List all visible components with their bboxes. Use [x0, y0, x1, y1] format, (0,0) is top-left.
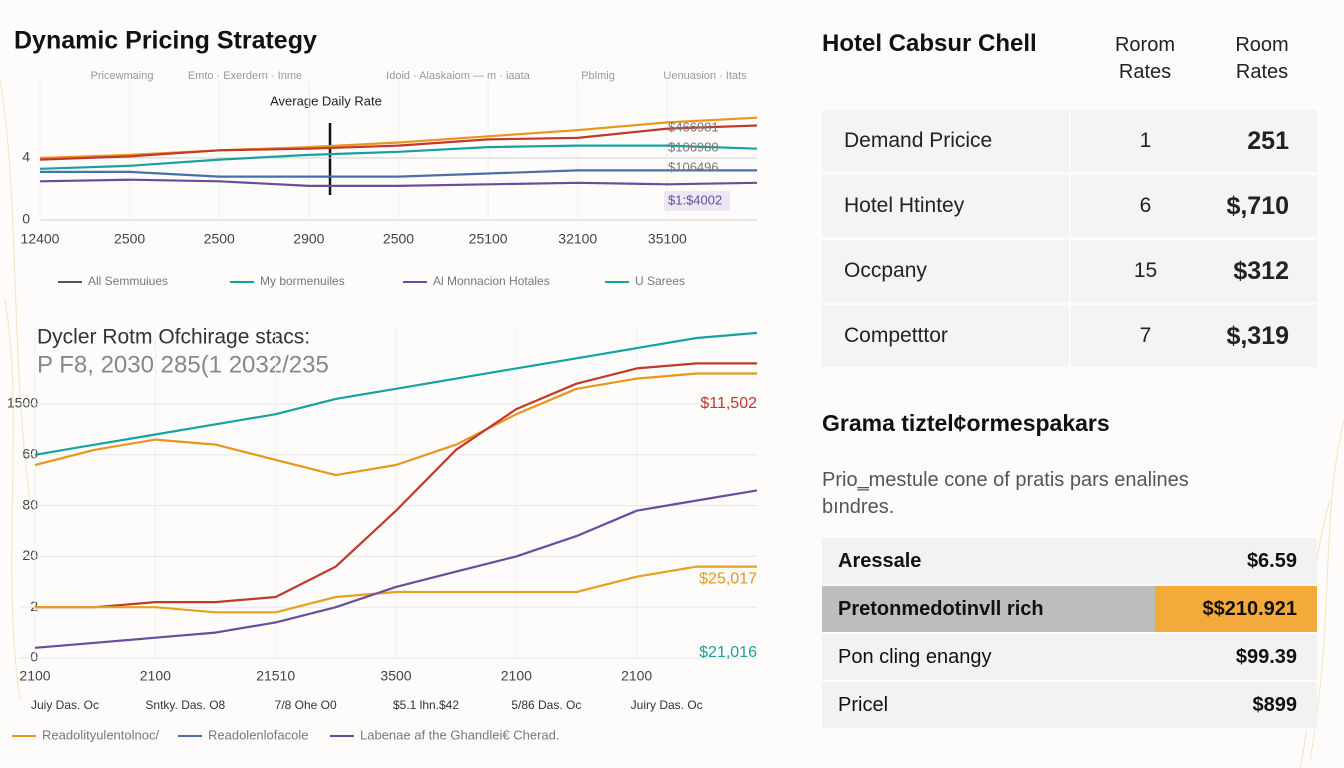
table-cell: $,319: [1220, 303, 1317, 370]
table-cell: Pon cling enangy: [822, 633, 1155, 682]
y-tick-label: 0: [30, 649, 38, 665]
x-tick-label: 3500: [380, 668, 411, 684]
x-tick-label: 2100: [501, 668, 532, 684]
x-tick-label: 2100: [621, 668, 652, 684]
chart-title: Dycler Rotm Ofchirage stacs:: [37, 326, 310, 349]
table-cell: Pretonmedotinvll rich: [822, 585, 1155, 634]
section-text: Prio‗mestule cone of pratis pars enaline…: [822, 469, 1189, 518]
series-line: [39, 124, 758, 161]
header-label: Pblmig: [581, 70, 615, 82]
x-sublabel: Sntky. Das. O8: [145, 698, 225, 712]
y-tick-label: 1500: [7, 395, 38, 411]
series-line: [34, 489, 758, 649]
callout: $106980: [668, 139, 719, 154]
y-tick-label: 80: [22, 496, 38, 512]
header-label: Emto · Exerdern · Inme: [188, 70, 302, 82]
table-row: Demand Pricice 1 251: [822, 110, 1317, 175]
annotation: Average Daily Rate: [270, 93, 382, 108]
callout: $106496: [668, 159, 719, 174]
series-line: [39, 178, 758, 187]
x-tick-label: 2500: [114, 231, 145, 247]
table-row: Pretonmedotinvll rich $$210.921: [822, 585, 1317, 634]
table-cell: 1: [1070, 110, 1220, 175]
x-sublabel: Juiry Das. Oc: [631, 698, 703, 712]
callout-box: [664, 191, 730, 211]
x-tick-label: 2900: [293, 231, 324, 247]
table-row: Occpany 15 $312: [822, 238, 1317, 305]
table-cell: $6.59: [1155, 538, 1317, 586]
table-cell: Pricel: [822, 681, 1155, 730]
x-tick-label: 2500: [383, 231, 414, 247]
x-tick-label: 35100: [648, 231, 687, 247]
table-cell: Aressale: [822, 538, 1155, 586]
table-cell: 6: [1070, 173, 1220, 240]
table-row: Pon cling enangy $99.39: [822, 633, 1317, 682]
table-cell: Occpany: [822, 238, 1071, 305]
series-line: [35, 362, 757, 609]
summary-table: Aressale $6.59 Pretonmedotinvll rich $$210.…: [822, 538, 1317, 730]
series-line: [40, 169, 757, 178]
header-label: Uenuasion · Itats: [663, 70, 747, 82]
table-row: Pricel $899: [822, 681, 1317, 730]
legend-label: All Semmuiues: [88, 274, 168, 288]
callout: $11,502: [700, 395, 757, 412]
x-tick-label: 32100: [558, 231, 597, 247]
table-cell: Demand Pricice: [822, 110, 1071, 175]
legend-label: Labenae af the Ghandlei€ Cherad.: [360, 727, 560, 742]
table-cell: 7: [1070, 303, 1220, 370]
y-tick-label: 4: [22, 149, 30, 165]
callout: $21,016: [699, 644, 757, 661]
header-label: Pricewmaing: [91, 70, 154, 82]
header-label: Idoid · Alaskaiom — m · iaata: [386, 70, 531, 82]
legend-label: Readolityulentolnoc/: [42, 727, 159, 742]
series-line: [35, 565, 757, 614]
rates-table: Demand Pricice 1 251 Hotel Htintey 6 $,710 Occ…: [822, 110, 1317, 370]
y-tick-label: 20: [22, 547, 38, 563]
x-tick-label: 2100: [140, 668, 171, 684]
table-cell: $312: [1220, 238, 1317, 305]
x-sublabel: 7/8 Ohe O0: [275, 698, 337, 712]
section-title: Grama tiztel¢ormespakars: [822, 410, 1110, 436]
callout: $466981: [668, 119, 719, 134]
chart-title: Dynamic Pricing Strategy: [14, 27, 317, 55]
y-tick-label: 60: [22, 446, 38, 462]
legend-label: Al Monnacion Hotales: [433, 274, 550, 288]
column-header: Room Rates: [1235, 34, 1289, 83]
x-tick-label: 12400: [21, 231, 60, 247]
table-row: Hotel Htintey 6 $,710: [822, 173, 1317, 240]
table-cell: $99.39: [1155, 633, 1317, 682]
callout: $1:$4002: [668, 192, 722, 207]
table-cell: Competttor: [822, 303, 1071, 370]
x-tick-label: 2100: [19, 668, 50, 684]
table-title: Hotel Cabsur Chell: [822, 30, 1037, 57]
legend-label: U Sarees: [635, 274, 685, 288]
legend-label: Readolenlofacole: [208, 727, 308, 742]
table-cell: $899: [1155, 681, 1317, 730]
chart-subtitle: P F8, 2030 285(1 2032/235: [37, 351, 329, 378]
series-line: [34, 372, 757, 477]
legend-label: My bormenuiles: [260, 274, 345, 288]
y-tick-label: 2: [30, 598, 38, 614]
x-sublabel: 5/86 Das. Oc: [511, 698, 581, 712]
decoration: [0, 79, 1344, 768]
x-sublabel: Juiy Das. Oc: [31, 698, 99, 712]
table-cell: 15: [1070, 238, 1220, 305]
series-line: [39, 144, 758, 170]
y-tick-label: 0: [22, 211, 30, 227]
x-tick-label: 2500: [204, 231, 235, 247]
x-tick-label: 25100: [469, 231, 508, 247]
x-tick-label: 21510: [256, 668, 295, 684]
table-cell: 251: [1220, 110, 1317, 175]
callout: $25,017: [699, 570, 757, 587]
table-row: Competttor 7 $,319: [822, 303, 1317, 370]
table-row: Aressale $6.59: [822, 538, 1317, 586]
table-cell: $,710: [1220, 173, 1317, 240]
table-cell: Hotel Htintey: [822, 173, 1071, 240]
x-sublabel: $5.1 lhn.$42: [393, 698, 459, 712]
table-cell: $$210.921: [1155, 585, 1317, 634]
series-line: [34, 331, 758, 456]
column-header: Rorom Rates: [1114, 34, 1175, 83]
